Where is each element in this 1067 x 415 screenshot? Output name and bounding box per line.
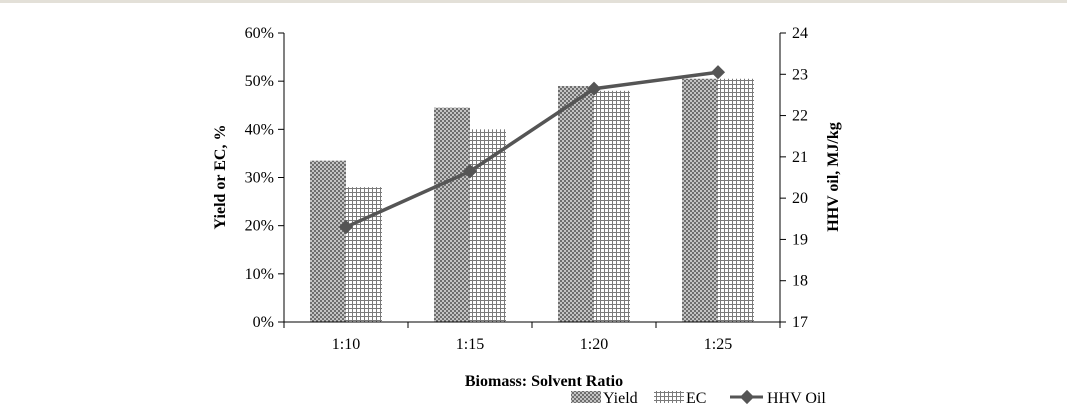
y2-tick-label-3: 20 (792, 190, 808, 207)
hhv-marker-1-20 (586, 81, 602, 96)
x-tick-label-1-25: 1:25 (704, 336, 732, 353)
x-tick-label-1-20: 1:20 (580, 336, 608, 353)
legend-label-ec: EC (686, 390, 706, 407)
legend: Yield EC HHV Oil (571, 389, 826, 407)
y-tick-label-5: 50% (245, 73, 274, 90)
bar-yield-1-15 (434, 107, 470, 323)
hhv-line (345, 70, 719, 229)
y2-tick-label-4: 21 (792, 149, 808, 166)
legend-swatch-hhv-marker (739, 389, 755, 405)
y2-tick-label-1: 18 (792, 273, 808, 290)
legend-label-hhv: HHV Oil (767, 390, 826, 407)
hhv-marker-1-25 (710, 65, 726, 80)
axes-layer (278, 32, 786, 328)
y2-tick-label-5: 22 (792, 108, 808, 125)
y-tick-label-6: 60% (245, 25, 274, 42)
bar-yield-1-25 (682, 78, 718, 322)
y-tick-label-1: 10% (245, 266, 274, 283)
legend-swatch-yield (571, 391, 601, 403)
y-tick-label-4: 40% (245, 121, 274, 138)
x-tick-label-1-15: 1:15 (456, 336, 484, 353)
hhv-marker-1-15 (462, 164, 478, 179)
bar-ec-1-10 (346, 187, 382, 322)
y2-axis-title: HHV oil, MJ/kg (825, 122, 842, 232)
y-tick-label-2: 20% (245, 218, 274, 235)
top-rule (0, 0, 1067, 3)
tick-labels-layer: 0% 10% 20% 30% 40% 50% 60% 17 18 19 20 21 22 23 24 1:10… (245, 25, 808, 353)
bar-ec-1-20 (594, 90, 630, 322)
hhv-marker-1-10 (338, 219, 354, 235)
legend-label-yield: Yield (603, 390, 638, 407)
bar-yield-1-10 (310, 160, 346, 322)
y2-tick-label-7: 24 (792, 25, 808, 42)
hhv-line-layer (338, 65, 726, 235)
y2-tick-label-0: 17 (792, 314, 808, 331)
x-axis-title: Biomass: Solvent Ratio (465, 373, 623, 390)
bar-yield-1-20 (558, 85, 594, 322)
y-tick-label-3: 30% (245, 170, 274, 187)
x-tick-label-1-10: 1:10 (332, 336, 360, 353)
y-tick-label-0: 0% (253, 314, 274, 331)
y2-tick-label-2: 19 (792, 231, 808, 248)
y-axis-title: Yield or EC, % (212, 125, 229, 230)
bar-ec-1-15 (470, 129, 506, 322)
y2-tick-label-6: 23 (792, 66, 808, 83)
bar-ec-1-25 (718, 78, 754, 322)
bars-layer (310, 78, 754, 323)
legend-swatch-ec (654, 391, 684, 403)
